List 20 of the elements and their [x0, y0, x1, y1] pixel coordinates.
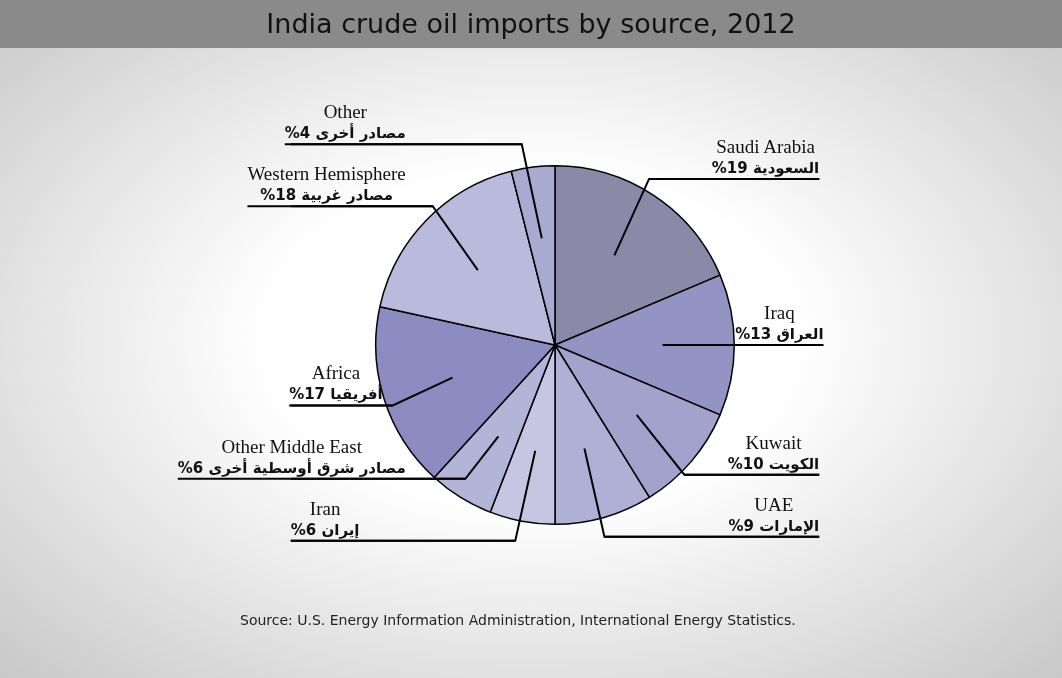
data-label: مصادر شرق أوسطية أخرى 6%	[177, 457, 406, 477]
data-label: مصادر غربية 18%	[260, 186, 393, 205]
slice-label: Saudi Arabia	[716, 135, 816, 157]
slice-label: Iran	[309, 497, 341, 519]
slice-label: Iraq	[764, 302, 796, 323]
data-label: العراق 13%	[735, 325, 824, 343]
data-label: الإمارات 9%	[728, 516, 820, 535]
slice-label: Other	[323, 101, 368, 123]
data-label: أفريقيا 17%	[289, 384, 383, 404]
chart-title: India crude oil imports by source, 2012	[0, 0, 1062, 48]
data-label: مصادر أخرى 4%	[284, 123, 406, 143]
slice-label: UAE	[754, 493, 794, 515]
slice-label: Kuwait	[745, 431, 803, 453]
data-label: إيران 6%	[290, 520, 360, 539]
data-label: الكويت 10%	[727, 454, 820, 473]
data-label: السعودية 19%	[711, 158, 820, 177]
slice-label: Africa	[311, 362, 361, 384]
slice-label: Other Middle East	[221, 435, 363, 457]
slice-label: Western Hemisphere	[247, 163, 406, 185]
source-note: Source: U.S. Energy Information Administration, International Energy Statistics.	[240, 612, 797, 628]
